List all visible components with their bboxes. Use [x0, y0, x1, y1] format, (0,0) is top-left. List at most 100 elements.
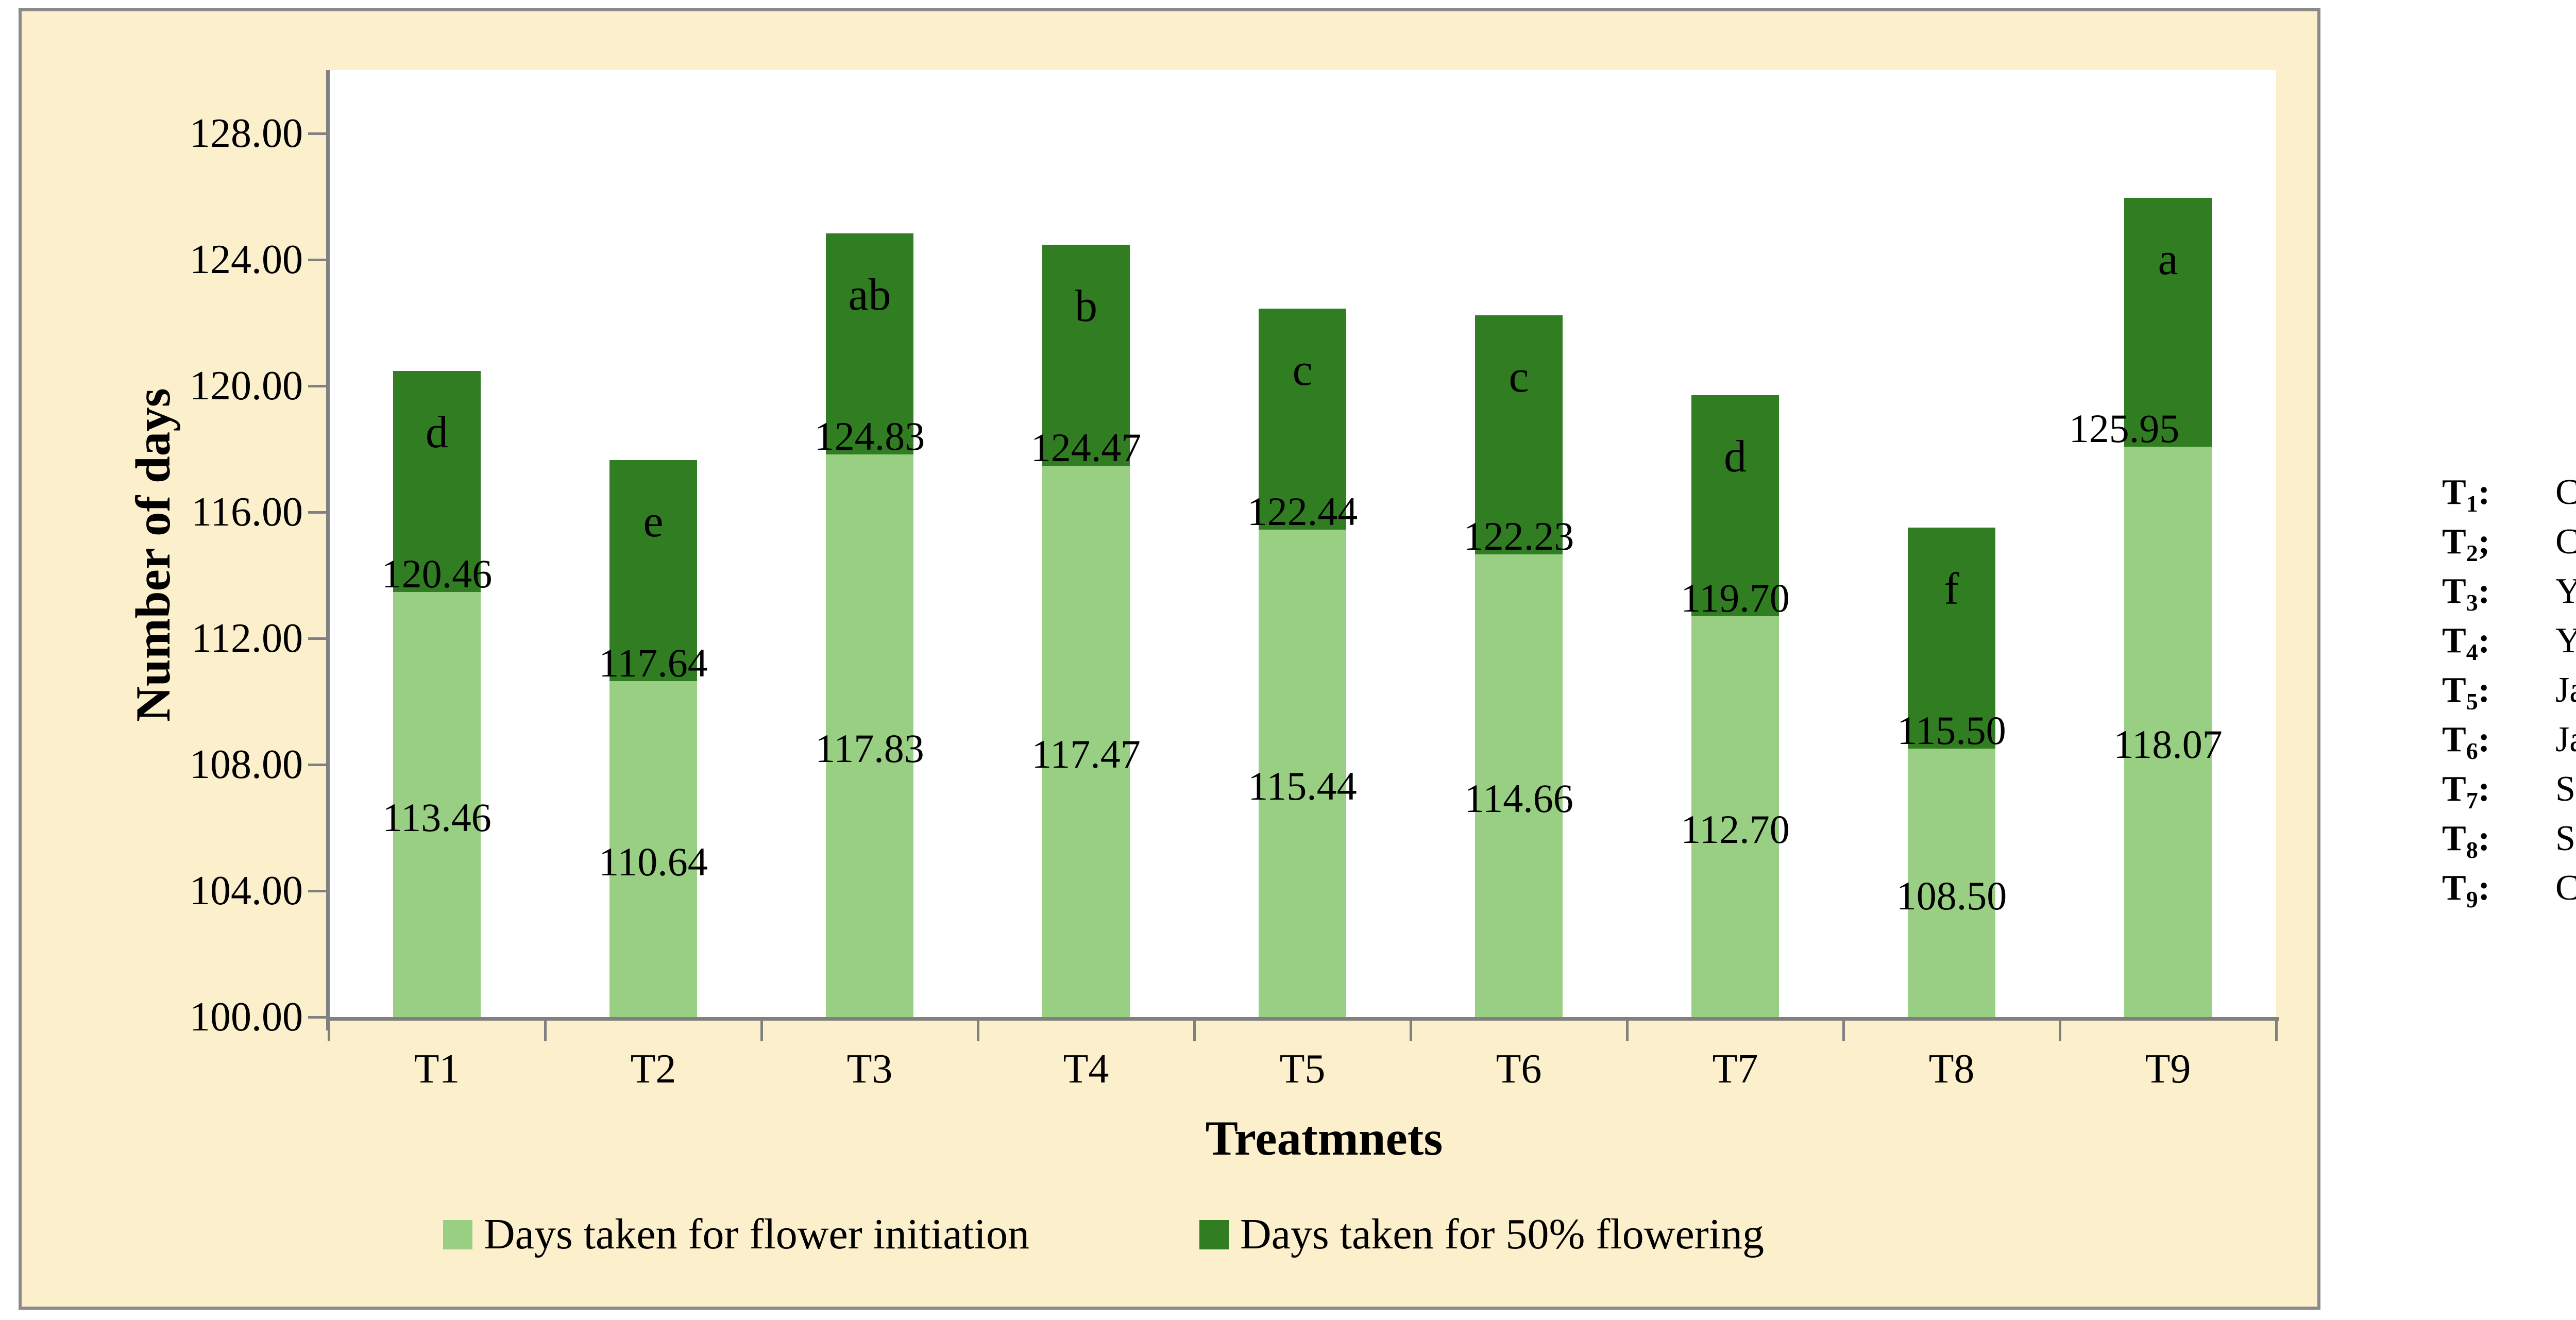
x-axis-tick	[1193, 1021, 1196, 1041]
x-category-label-T4: T4	[1063, 1046, 1109, 1092]
treatment-key-row-T4: T4: Yeast Extract spray @ 1000 ppm	[2442, 616, 2576, 666]
x-category-label-T1: T1	[414, 1046, 460, 1092]
significance-letter-T2: e	[643, 497, 664, 547]
treatment-key-code: T5:	[2442, 670, 2490, 715]
bar-segment-flower-initiation-T1	[393, 592, 481, 1017]
treatment-key-row-T5: T5: Jasmonic acid spray @ 100 ppm	[2442, 666, 2576, 715]
x-axis-tick	[328, 1021, 330, 1041]
total-value-label-T3: 124.83	[814, 413, 925, 459]
x-category-label-T8: T8	[1928, 1046, 1975, 1092]
treatment-key-row-T8: T8: Salicylic acid spray @ 200 ppm	[2442, 814, 2576, 864]
y-axis-tick	[308, 132, 329, 135]
bar-segment-flower-initiation-T2	[609, 681, 697, 1017]
x-axis-tick	[2275, 1021, 2278, 1041]
treatment-key-description: Jasmonic acid spray @ 100 ppm	[2555, 670, 2576, 710]
treatment-key-description: Chitosan spray @ 1000 ppm	[2555, 522, 2576, 562]
treatment-key-row-T7: T7: Salicylic acid spray @ 100 ppm	[2442, 765, 2576, 814]
legend-label: Days taken for 50% flowering	[1240, 1210, 1765, 1258]
legend-item-50pct-flowering: Days taken for 50% flowering	[1199, 1209, 1764, 1260]
bar-segment-flower-initiation-T3	[826, 454, 913, 1017]
x-category-label-T6: T6	[1496, 1046, 1542, 1092]
bar-segment-50pct-flowering-T4	[1042, 244, 1130, 466]
y-axis-tick-label: 100.00	[190, 994, 303, 1040]
treatment-key-list: T1: Chitosan spray @ 500 ppm T2; Chitosan s…	[2442, 468, 2576, 913]
y-axis-tick	[308, 889, 329, 892]
treatment-key-code: T8:	[2442, 819, 2490, 863]
total-value-label-T8: 115.50	[1897, 708, 2006, 753]
initiation-value-label-T6: 114.66	[1464, 775, 1573, 821]
x-axis-tick	[1842, 1021, 1845, 1041]
x-category-label-T5: T5	[1279, 1046, 1326, 1092]
total-value-label-T4: 124.47	[1030, 425, 1142, 470]
y-axis-tick	[308, 763, 329, 766]
bar-segment-50pct-flowering-T2	[609, 460, 697, 682]
significance-letter-T6: c	[1509, 352, 1529, 402]
legend-item-flower-initiation: Days taken for flower initiation	[443, 1209, 1029, 1260]
total-value-label-T2: 117.64	[599, 640, 708, 686]
x-axis-title: Treatmnets	[1205, 1111, 1443, 1165]
initiation-value-label-T5: 115.44	[1248, 764, 1357, 809]
y-axis-tick-label: 128.00	[190, 110, 303, 156]
y-axis-tick-label: 108.00	[190, 741, 303, 787]
bar-segment-flower-initiation-T8	[1908, 749, 1995, 1017]
bar-segment-flower-initiation-T6	[1475, 554, 1563, 1017]
treatment-key-description: Control (water spray)	[2555, 868, 2576, 908]
treatment-key-code: T9:	[2442, 868, 2490, 912]
initiation-value-label-T7: 112.70	[1681, 806, 1790, 852]
significance-letter-T1: d	[426, 408, 448, 458]
y-axis-tick	[308, 258, 329, 261]
treatment-key-description: Salicylic acid spray @ 100 ppm	[2555, 769, 2576, 809]
total-value-label-T6: 122.23	[1463, 513, 1574, 559]
bar-segment-50pct-flowering-T3	[826, 233, 913, 454]
x-category-label-T3: T3	[846, 1046, 893, 1092]
bar-segment-flower-initiation-T9	[2124, 446, 2212, 1017]
bar-segment-50pct-flowering-T8	[1908, 528, 1995, 749]
initiation-value-label-T8: 108.50	[1896, 873, 2007, 918]
y-axis-line	[326, 70, 330, 1030]
x-axis-tick	[977, 1021, 979, 1041]
legend-swatch-icon	[1199, 1220, 1229, 1249]
y-axis-tick-label: 120.00	[190, 363, 303, 409]
y-axis-tick-label: 104.00	[190, 868, 303, 913]
x-axis-tick	[1626, 1021, 1629, 1041]
total-value-label-T7: 119.70	[1681, 575, 1790, 620]
total-value-label-T9: 125.95	[2069, 405, 2180, 451]
bar-segment-50pct-flowering-T7	[1691, 395, 1779, 616]
treatment-key-code: T2;	[2442, 522, 2490, 566]
treatment-key-row-T3: T3: Yeast Extract spray @ 500 ppm	[2442, 567, 2576, 616]
y-axis-tick	[308, 511, 329, 514]
significance-letter-T7: d	[1724, 432, 1747, 482]
legend-label: Days taken for flower initiation	[484, 1210, 1030, 1258]
treatment-key-code: T6:	[2442, 720, 2490, 764]
y-axis-tick-label: 112.00	[191, 615, 303, 661]
significance-letter-T3: ab	[848, 269, 891, 320]
x-category-label-T9: T9	[2145, 1046, 2191, 1092]
treatment-key-code: T7:	[2442, 769, 2490, 814]
initiation-value-label-T2: 110.64	[599, 839, 708, 885]
treatment-key-description: Yeast Extract spray @ 500 ppm	[2555, 571, 2576, 611]
x-category-label-T7: T7	[1712, 1046, 1758, 1092]
y-axis-tick-label: 124.00	[190, 236, 303, 282]
treatment-key-code: T4:	[2442, 621, 2490, 665]
total-value-label-T5: 122.44	[1247, 489, 1358, 534]
treatment-key-row-T6: T6: Jasmonic acid spray @ 200 ppm	[2442, 715, 2576, 765]
y-axis-tick	[308, 1016, 329, 1019]
treatment-key-row-T2: T2; Chitosan spray @ 1000 ppm	[2442, 517, 2576, 567]
treatment-key-row-T1: T1: Chitosan spray @ 500 ppm	[2442, 468, 2576, 517]
x-axis-tick	[544, 1021, 547, 1041]
y-axis-tick-label: 116.00	[191, 489, 303, 535]
x-axis-tick	[1410, 1021, 1412, 1041]
initiation-value-label-T4: 117.47	[1031, 731, 1141, 776]
bar-segment-50pct-flowering-T6	[1475, 315, 1563, 554]
treatment-key-description: Yeast Extract spray @ 1000 ppm	[2555, 621, 2576, 661]
treatment-key-code: T3:	[2442, 571, 2490, 616]
bar-segment-50pct-flowering-T1	[393, 371, 481, 593]
bar-segment-50pct-flowering-T5	[1259, 309, 1346, 530]
bar-segment-flower-initiation-T4	[1042, 465, 1130, 1017]
treatment-key-description: Salicylic acid spray @ 200 ppm	[2555, 819, 2576, 858]
initiation-value-label-T1: 113.46	[382, 794, 492, 840]
significance-letter-T9: a	[2158, 234, 2178, 285]
total-value-label-T1: 120.46	[381, 551, 493, 597]
x-axis-line	[329, 1017, 2279, 1021]
